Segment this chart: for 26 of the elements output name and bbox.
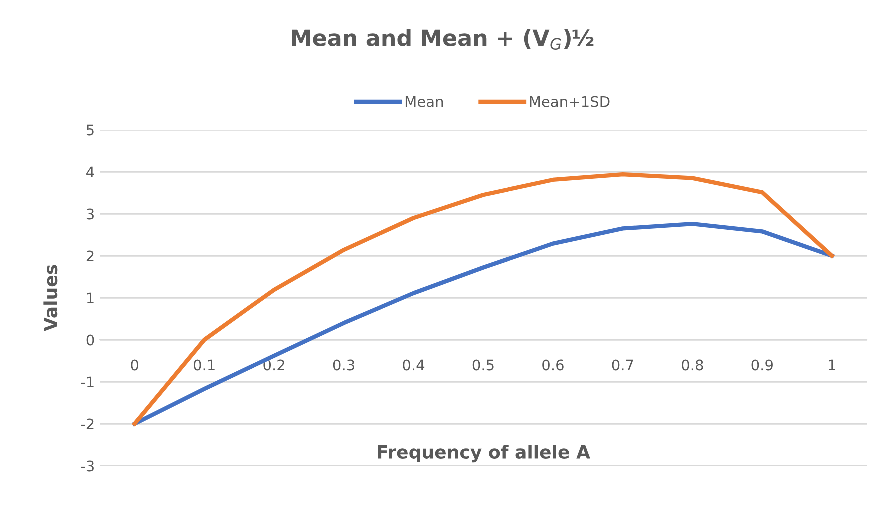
y-tick-label: 1 xyxy=(87,292,94,304)
y-axis-title: Values xyxy=(44,265,58,332)
y-tick-label: -1 xyxy=(81,376,94,388)
legend-label: Mean+1SD xyxy=(530,96,610,108)
x-tick-label: 0.6 xyxy=(542,360,564,371)
line-series xyxy=(132,172,834,426)
x-tick-label: 0.7 xyxy=(612,360,634,371)
y-tick-label: -2 xyxy=(81,418,94,430)
x-tick-label: 0.8 xyxy=(682,360,704,371)
y-tick-label: 4 xyxy=(86,166,94,178)
y-tick-label: 5 xyxy=(86,124,94,136)
line-series xyxy=(132,222,834,426)
y-tick-label: 0 xyxy=(86,334,94,346)
x-tick-label: 0.9 xyxy=(752,360,773,371)
x-tick-label: 0.1 xyxy=(194,360,215,371)
y-tick-label: 2 xyxy=(86,250,94,262)
chart-title: Mean and Mean + (V$_{G}$)½ xyxy=(292,29,594,50)
y-tick-label: 3 xyxy=(86,208,94,220)
x-tick-label: 1 xyxy=(829,360,836,371)
x-tick-label: 0.4 xyxy=(403,360,425,371)
legend-label: Mean xyxy=(406,96,444,108)
x-tick-label: 0.3 xyxy=(333,360,354,371)
x-tick-label: 0.5 xyxy=(472,360,494,371)
x-tick-label: 0 xyxy=(131,360,139,371)
x-axis-title: Frequency of allele A xyxy=(378,445,590,463)
y-tick-label: -3 xyxy=(81,460,94,472)
